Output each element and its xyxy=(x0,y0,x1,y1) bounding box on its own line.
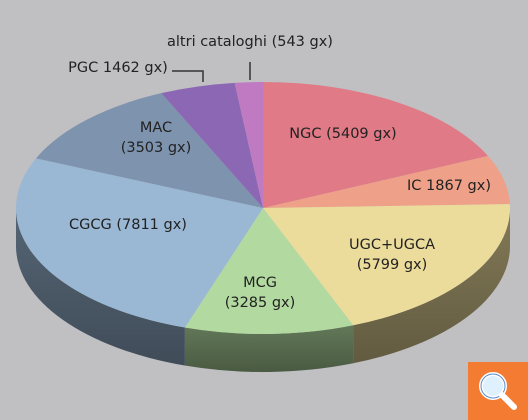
pie-slice-5 xyxy=(35,93,263,208)
pie-wall-shade-4 xyxy=(16,208,185,366)
slice-label-5: MAC (3503 gx) xyxy=(121,120,192,156)
slice-label-6: PGC 1462 gx) xyxy=(68,60,168,76)
pie-slice-3 xyxy=(184,208,354,334)
pie-slice-2 xyxy=(263,204,510,326)
zoom-button[interactable] xyxy=(468,362,528,420)
leader-line-6 xyxy=(172,70,204,82)
slice-label-3: MCG (3285 gx) xyxy=(225,275,296,311)
slice-label-0: NGC (5409 gx) xyxy=(289,126,396,142)
slice-label-1: IC 1867 gx) xyxy=(407,178,491,194)
pie-slice-4 xyxy=(15,158,263,328)
pie-slice-6 xyxy=(161,82,263,208)
slice-label-2: UGC+UGCA (5799 gx) xyxy=(349,237,435,273)
pie-slice-1 xyxy=(263,155,510,208)
slice-label-4: CGCG (7811 gx) xyxy=(69,217,187,233)
slice-label-7: altri cataloghi (543 gx) xyxy=(167,34,333,50)
pie-wall-shade-3 xyxy=(184,325,354,372)
pie-slice-7 xyxy=(234,82,263,208)
pie-wall-shade-2 xyxy=(353,208,510,364)
pie-slice-0 xyxy=(263,82,488,208)
magnifier-icon xyxy=(479,372,517,410)
